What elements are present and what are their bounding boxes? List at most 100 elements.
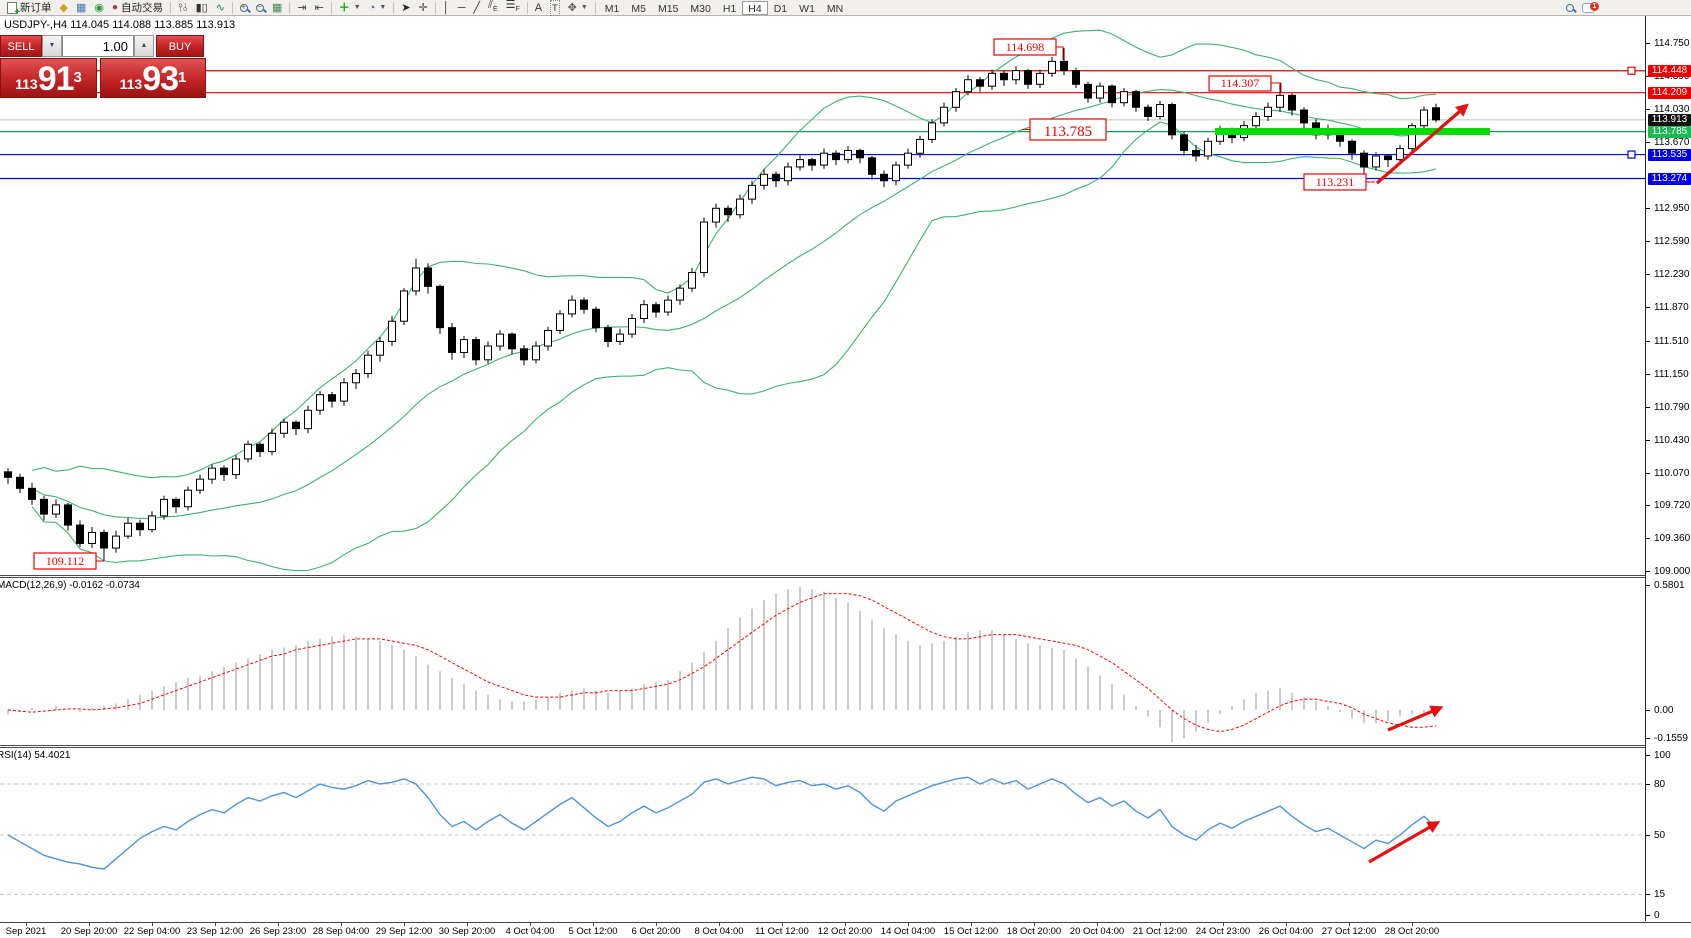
candle [64,504,72,526]
timeframe-h4[interactable]: H4 [742,0,768,15]
candle [1000,72,1008,81]
candle [136,522,144,531]
candle [688,272,696,289]
candle [256,443,264,453]
volume-input[interactable] [62,35,134,57]
channel-button[interactable]: ⫽E [484,0,502,15]
timeframe-d1[interactable]: D1 [773,2,788,15]
candle [172,498,180,508]
axis-tick [1646,340,1650,342]
line-chart-button[interactable]: ∿ [212,0,229,15]
candle [664,299,672,313]
arrows-button[interactable]: ✥ ▼ [564,0,592,15]
trendline-button[interactable]: ╱ [469,0,484,15]
market-watch-button[interactable]: ◆ [56,0,72,15]
ask-price-box[interactable]: 113 93 1 [100,58,206,98]
date-tick-label: 5 Oct 12:00 [568,926,618,937]
candle [1144,106,1152,117]
timeframe-m5[interactable]: M5 [631,2,646,15]
timeframe-m1[interactable]: M1 [604,2,620,15]
candle-chart-button[interactable]: ▮▯ [192,0,212,15]
volume-decrease-button[interactable]: ▼ [42,35,62,57]
timeframe-h1[interactable]: H1 [722,2,737,15]
date-tick [341,923,342,926]
autotrade-button[interactable]: ● 自动交易 [108,0,167,15]
new-order-label: 新订单 [20,2,52,14]
candle [1120,91,1128,104]
svg-text:113.231: 113.231 [1316,175,1355,189]
vertical-line-button[interactable]: │ [439,0,454,15]
bar-chart-button[interactable]: ⫯⫰ [174,0,192,15]
zoom-in-button[interactable]: + [236,0,252,15]
price-axis: 114.750114.390114.030113.670112.950112.5… [1645,16,1691,921]
candle [88,531,96,544]
macd-histogram [7,587,1437,743]
horizontal-line-button[interactable]: ─ [454,0,470,15]
text-label-button[interactable]: T [546,0,564,16]
tile-windows-button[interactable]: ▦ [268,0,286,15]
candle [400,290,408,322]
candle [1192,149,1200,157]
panel-separator[interactable] [0,745,1645,746]
axis-tick-label: 0.00 [1654,705,1674,716]
price-badge: 113.274 [1648,172,1691,185]
horizontal-line-icon: ─ [457,1,466,14]
chart-shift-icon: ⇤ [314,1,324,14]
search-button[interactable] [1562,0,1578,15]
panel-separator [0,577,1645,578]
candle [280,421,288,434]
support-highlight-bar[interactable] [1215,128,1490,135]
date-tick [467,923,468,926]
new-order-button[interactable]: + 新订单 [3,0,56,17]
timeframe-w1[interactable]: W1 [799,2,815,15]
candle [328,394,336,402]
fibonacci-button[interactable]: ☰F [502,0,524,15]
candle [916,138,924,154]
panel-separator [0,747,1645,748]
candle [1060,60,1068,72]
trend-arrow[interactable] [1368,821,1441,864]
trend-arrow[interactable] [1387,705,1444,732]
candle [580,299,588,310]
date-tick-label: 14 Oct 04:00 [880,926,936,937]
sell-button[interactable]: SELL [0,35,42,57]
new-order-icon: + [7,1,20,17]
candle [1108,85,1116,104]
axis-tick-label: 109.360 [1654,532,1691,544]
candles [4,47,1440,561]
chart-shift-button[interactable]: ⇤ [311,0,328,15]
zoom-out-button[interactable]: − [252,0,268,15]
chat-badge: 1 [1590,1,1599,11]
candle [244,443,252,460]
text-button[interactable]: A [531,0,546,15]
axis-tick [1646,142,1650,144]
macd-panel-canvas[interactable] [0,578,1645,745]
main-chart-canvas[interactable]: 114.698 114.307 113.785 113.231 109.112 [0,16,1645,575]
timeframe-mn[interactable]: MN [826,2,844,15]
buy-button[interactable]: BUY [156,35,204,57]
signals-button[interactable]: ◉ [90,0,108,15]
rsi-panel-canvas[interactable] [0,748,1645,921]
data-window-button[interactable]: ▦ [72,0,90,15]
bid-main: 91 [37,60,75,98]
crosshair-button[interactable]: ✛ [415,0,432,15]
auto-scroll-button[interactable]: ⇥ [293,0,310,15]
date-tick [89,923,90,926]
date-tick-label: 8 Oct 04:00 [694,926,744,937]
add-indicator-button[interactable]: ＋ ▼ [335,0,365,15]
candle [160,498,168,517]
candle [1204,140,1212,157]
volume-increase-button[interactable]: ▲ [134,35,154,57]
trend-arrow[interactable] [1375,103,1469,185]
tile-windows-icon: ▦ [271,1,283,14]
timeframe-m15[interactable]: M15 [657,2,679,15]
price-annotations[interactable]: 114.698 114.307 113.785 113.231 109.112 [33,38,1375,570]
chat-button[interactable]: 1 [1578,0,1599,15]
candle [772,173,780,182]
macd-indicator-label: MACD(12,26,9) -0.0162 -0.0734 [0,580,140,591]
bid-price-box[interactable]: 113 91 3 [0,58,97,98]
timeframe-m30[interactable]: M30 [690,2,711,15]
cursor-button[interactable]: ➤ [397,0,414,15]
panel-separator[interactable] [0,575,1645,576]
periods-button[interactable]: ◔ ▼ [365,0,391,15]
